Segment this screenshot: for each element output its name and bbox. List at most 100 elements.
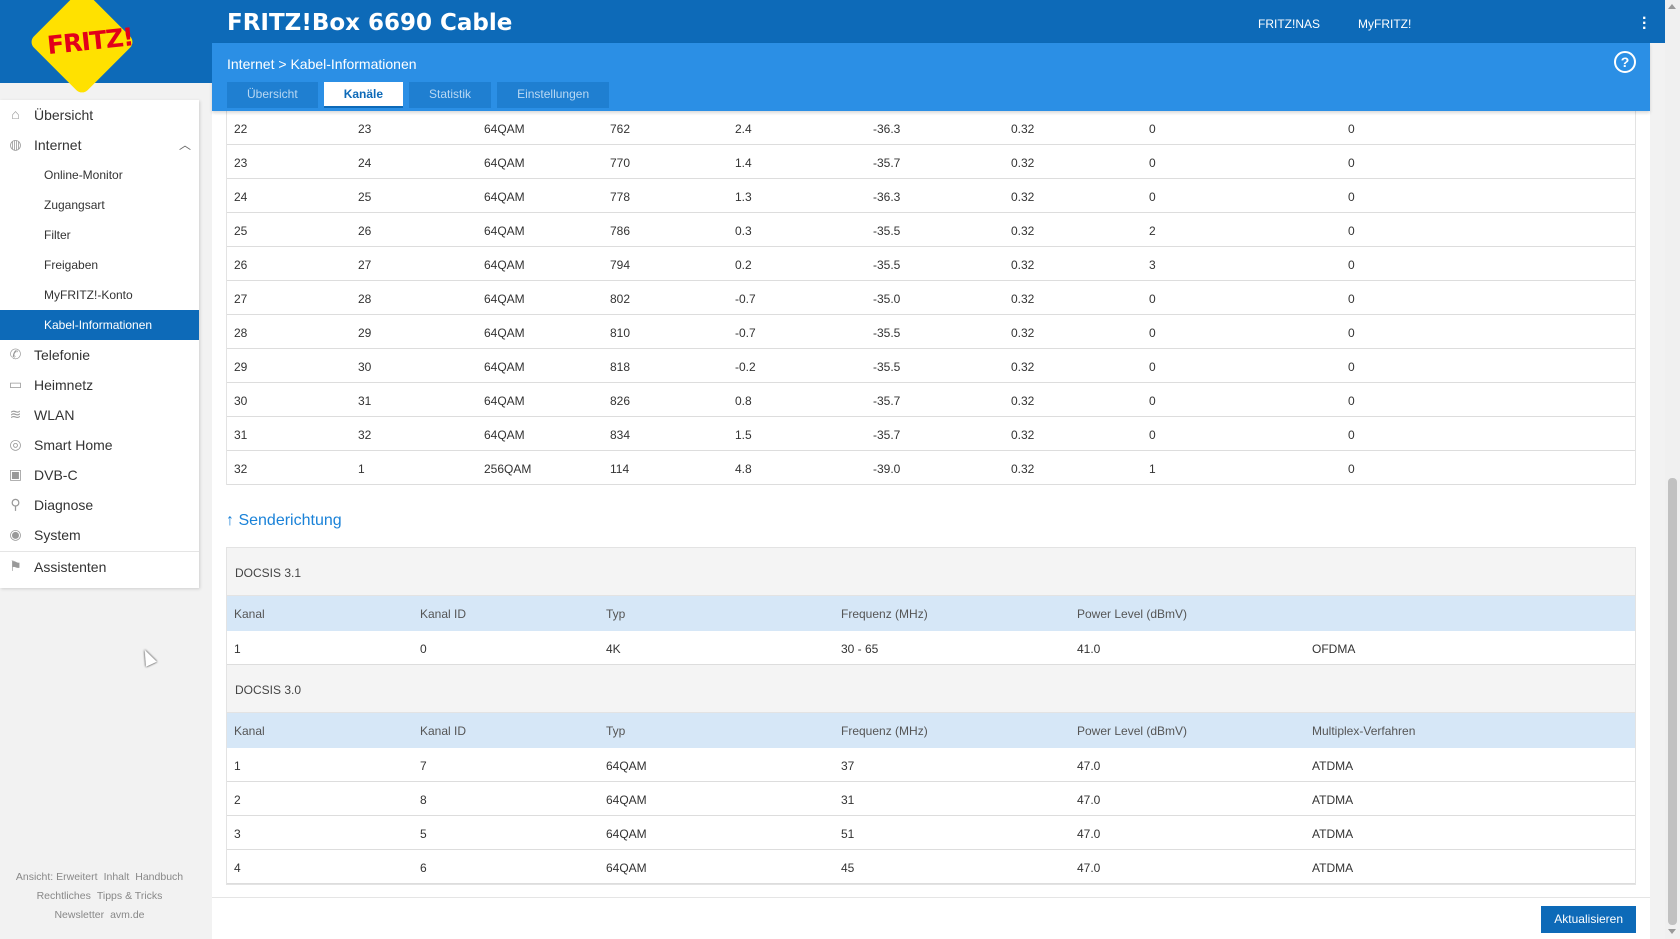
table-cell: 64QAM bbox=[484, 292, 525, 306]
sidebar-item-telefonie[interactable]: ✆ Telefonie bbox=[0, 340, 199, 370]
table-cell: 64QAM bbox=[484, 326, 525, 340]
top-header: FRITZ!Box 6690 Cable FRITZ!NAS MyFRITZ! … bbox=[0, 0, 1665, 43]
sidebar-sub-myfritz-konto[interactable]: MyFRITZ!-Konto bbox=[0, 280, 199, 310]
system-icon: ◉ bbox=[9, 526, 22, 542]
table-cell: 1.5 bbox=[735, 428, 752, 442]
breadcrumb: Internet > Kabel-Informationen bbox=[227, 56, 417, 72]
fritz-logo[interactable]: FRITZ! bbox=[0, 0, 212, 96]
table-cell: 30 - 65 bbox=[841, 642, 879, 656]
table-cell: 37 bbox=[841, 759, 855, 773]
scroll-thumb[interactable] bbox=[1668, 478, 1677, 925]
table-cell: 0 bbox=[1348, 428, 1355, 442]
table-cell: 2.4 bbox=[735, 122, 752, 136]
table-cell: 47.0 bbox=[1077, 759, 1101, 773]
table-cell: 30 bbox=[358, 360, 372, 374]
footer-link-handbuch[interactable]: Handbuch bbox=[135, 871, 184, 883]
table-cell: -0.2 bbox=[735, 360, 756, 374]
table-row: 2 8 64QAM 31 47.0 ATDMA bbox=[227, 782, 1635, 816]
tab-einstellungen[interactable]: Einstellungen bbox=[497, 82, 610, 108]
sidebar-sub-zugangsart[interactable]: Zugangsart bbox=[0, 190, 199, 220]
refresh-button[interactable]: Aktualisieren bbox=[1541, 906, 1636, 933]
table-cell: 834 bbox=[610, 428, 631, 442]
sidebar-item-heimnetz[interactable]: ▭ Heimnetz bbox=[0, 370, 199, 400]
table-cell: 47.0 bbox=[1077, 793, 1101, 807]
sidebar-sub-label: Kabel-Informationen bbox=[44, 318, 153, 332]
footer-link-ansicht[interactable]: Ansicht: Erweitert bbox=[15, 871, 98, 883]
help-icon[interactable]: ? bbox=[1614, 51, 1636, 73]
table-row: 1 0 4K 30 - 65 41.0 OFDMA bbox=[227, 631, 1635, 665]
sidebar-item-label: DVB-C bbox=[34, 467, 78, 483]
scroll-down-icon[interactable] bbox=[1668, 929, 1676, 934]
sidebar-sub-kabel-informationen[interactable]: Kabel-Informationen bbox=[0, 310, 199, 340]
footer-link-rechtliches[interactable]: Rechtliches bbox=[36, 890, 91, 902]
sidebar-item-assistenten[interactable]: ⚑ Assistenten bbox=[0, 551, 199, 581]
myfritz-link[interactable]: MyFRITZ! bbox=[1358, 17, 1412, 31]
table-cell: 0.3 bbox=[735, 224, 752, 238]
table-cell: -36.3 bbox=[873, 122, 901, 136]
tab-statistik[interactable]: Statistik bbox=[409, 82, 492, 108]
table-cell: 4 bbox=[234, 861, 241, 875]
table-row: 32 1 256QAM 114 4.8 -39.0 0.32 1 0 bbox=[227, 451, 1635, 485]
table-cell: -39.0 bbox=[873, 462, 901, 476]
table-cell: 818 bbox=[610, 360, 631, 374]
table-cell: 31 bbox=[358, 394, 372, 408]
table-cell: 256QAM bbox=[484, 462, 532, 476]
table-cell: 786 bbox=[610, 224, 631, 238]
more-menu-icon[interactable]: · · · bbox=[1642, 10, 1648, 37]
table-cell: 25 bbox=[234, 224, 248, 238]
table-cell: 25 bbox=[358, 190, 372, 204]
tab-uebersicht[interactable]: Übersicht bbox=[227, 82, 318, 108]
table-cell: 1.4 bbox=[735, 156, 752, 170]
table-cell: 0 bbox=[1348, 122, 1355, 136]
table-cell: 64QAM bbox=[484, 224, 525, 238]
footer-link-avm[interactable]: avm.de bbox=[110, 909, 145, 921]
table-cell: 0.32 bbox=[1011, 190, 1035, 204]
scroll-up-icon[interactable] bbox=[1668, 4, 1676, 9]
sidebar-item-uebersicht[interactable]: ⌂ Übersicht bbox=[0, 100, 199, 130]
table-cell: 4K bbox=[606, 642, 621, 656]
table-cell: 810 bbox=[610, 326, 631, 340]
table-cell: 64QAM bbox=[484, 360, 525, 374]
table-cell: 1 bbox=[234, 642, 241, 656]
column-header: Kanal ID bbox=[420, 607, 467, 621]
footer-link-inhalt[interactable]: Inhalt bbox=[103, 871, 130, 883]
column-header: Kanal bbox=[234, 607, 265, 621]
docsis31-column-header: Kanal Kanal ID Typ Frequenz (MHz) Power Leve… bbox=[227, 596, 1635, 631]
sidebar-item-wlan[interactable]: ≋ WLAN bbox=[0, 400, 199, 430]
table-cell: 64QAM bbox=[484, 156, 525, 170]
breadcrumb-parent[interactable]: Internet bbox=[227, 56, 275, 72]
column-header: Kanal bbox=[234, 724, 265, 738]
table-cell: 0 bbox=[1149, 292, 1156, 306]
chevron-up-icon[interactable]: ︿ bbox=[178, 138, 191, 152]
table-cell: 762 bbox=[610, 122, 631, 136]
table-cell: 2 bbox=[1149, 224, 1156, 238]
footer-link-tipps[interactable]: Tipps & Tricks bbox=[96, 890, 163, 902]
footer-link-newsletter[interactable]: Newsletter bbox=[54, 909, 105, 921]
upstream-table: DOCSIS 3.1 Kanal Kanal ID Typ Frequenz (MHz… bbox=[226, 547, 1636, 885]
table-cell: 0.32 bbox=[1011, 122, 1035, 136]
sidebar-sub-filter[interactable]: Filter bbox=[0, 220, 199, 250]
table-cell: 770 bbox=[610, 156, 631, 170]
table-cell: 28 bbox=[234, 326, 248, 340]
table-cell: 31 bbox=[841, 793, 855, 807]
table-cell: ATDMA bbox=[1312, 759, 1354, 773]
sidebar-item-diagnose[interactable]: ⚲ Diagnose bbox=[0, 490, 199, 520]
sidebar-item-smart-home[interactable]: ◎ Smart Home bbox=[0, 430, 199, 460]
column-header: Typ bbox=[606, 724, 626, 738]
table-cell: 7 bbox=[420, 759, 427, 773]
sidebar-item-system[interactable]: ◉ System bbox=[0, 520, 199, 550]
table-cell: 3 bbox=[234, 827, 241, 841]
action-bar: Aktualisieren bbox=[212, 897, 1650, 939]
scrollbar[interactable] bbox=[1665, 0, 1680, 939]
sidebar-item-internet[interactable]: ◍ Internet ︿ bbox=[0, 130, 199, 160]
tab-kanaele[interactable]: Kanäle bbox=[323, 82, 404, 108]
sidebar-sub-online-monitor[interactable]: Online-Monitor bbox=[0, 160, 199, 190]
sidebar-item-dvb-c[interactable]: ▣ DVB-C bbox=[0, 460, 199, 490]
fritznas-link[interactable]: FRITZ!NAS bbox=[1258, 17, 1320, 31]
table-cell: 64QAM bbox=[606, 793, 647, 807]
column-header: Frequenz (MHz) bbox=[841, 724, 928, 738]
sidebar-sub-freigaben[interactable]: Freigaben bbox=[0, 250, 199, 280]
wifi-icon: ≋ bbox=[9, 406, 22, 422]
table-cell: 0 bbox=[1348, 326, 1355, 340]
table-cell: -0.7 bbox=[735, 326, 756, 340]
